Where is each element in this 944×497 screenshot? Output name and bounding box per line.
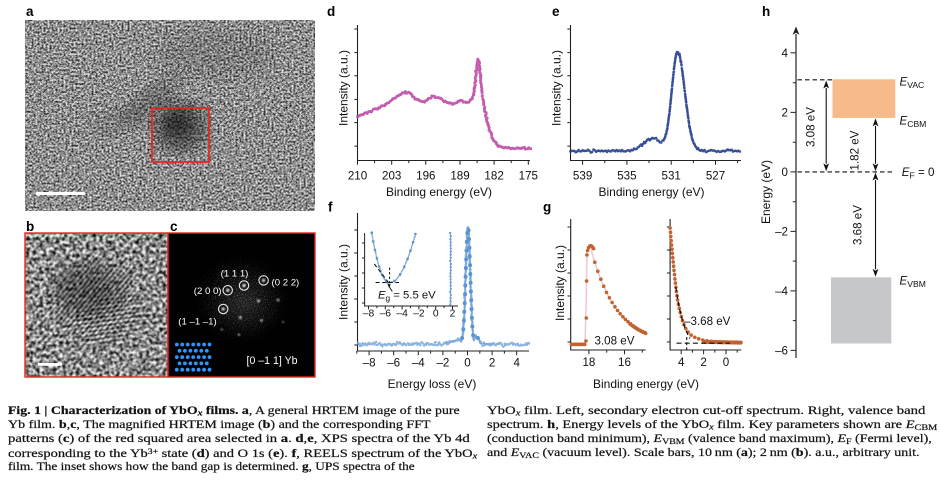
svg-text:4: 4 bbox=[513, 357, 520, 370]
svg-text:–2: –2 bbox=[775, 226, 788, 239]
svg-text:EVAC: EVAC bbox=[900, 76, 925, 91]
svg-text:3.08 eV: 3.08 eV bbox=[805, 107, 818, 147]
svg-text:527: 527 bbox=[706, 170, 725, 183]
svg-text:d: d bbox=[327, 4, 335, 19]
svg-text:b: b bbox=[26, 219, 34, 234]
svg-text:–8: –8 bbox=[363, 357, 376, 370]
svg-text:203: 203 bbox=[382, 170, 401, 183]
svg-text:–4: –4 bbox=[396, 309, 408, 320]
svg-text:g: g bbox=[543, 200, 551, 215]
svg-text:196: 196 bbox=[416, 170, 435, 183]
svg-text:210: 210 bbox=[348, 170, 367, 183]
svg-text:2: 2 bbox=[782, 107, 788, 120]
svg-text:Energy (eV): Energy (eV) bbox=[759, 160, 773, 224]
svg-text:–4: –4 bbox=[412, 357, 425, 370]
svg-text:e: e bbox=[552, 4, 560, 19]
svg-text:Binding energy (eV): Binding energy (eV) bbox=[598, 185, 704, 199]
svg-text:EF = 0: EF = 0 bbox=[902, 166, 935, 181]
svg-text:–6: –6 bbox=[380, 309, 392, 320]
svg-text:0: 0 bbox=[464, 357, 470, 370]
svg-text:–4: –4 bbox=[775, 285, 788, 298]
svg-text:Intensity (a.u.): Intensity (a.u.) bbox=[550, 50, 564, 126]
svg-text:2: 2 bbox=[489, 357, 495, 370]
svg-text:0: 0 bbox=[782, 166, 788, 179]
svg-text:a: a bbox=[26, 4, 34, 19]
svg-text:–6: –6 bbox=[775, 345, 788, 358]
svg-text:189: 189 bbox=[450, 170, 469, 183]
svg-text:539: 539 bbox=[573, 170, 592, 183]
svg-text:4: 4 bbox=[678, 356, 685, 369]
svg-text:Intensity (a.u.): Intensity (a.u.) bbox=[337, 50, 351, 126]
svg-text:175: 175 bbox=[519, 170, 538, 183]
svg-text:[0 –1 1] Yb: [0 –1 1] Yb bbox=[247, 355, 298, 367]
svg-text:0: 0 bbox=[433, 309, 439, 320]
svg-text:Intensity (a.u.): Intensity (a.u.) bbox=[337, 244, 351, 320]
svg-text:(1 1 1): (1 1 1) bbox=[221, 268, 249, 279]
svg-text:Energy loss (eV): Energy loss (eV) bbox=[388, 377, 477, 391]
svg-text:182: 182 bbox=[484, 170, 503, 183]
svg-text:h: h bbox=[762, 4, 770, 19]
svg-text:EVBM: EVBM bbox=[900, 275, 926, 290]
svg-text:Binding energy (eV): Binding energy (eV) bbox=[386, 185, 492, 199]
svg-text:535: 535 bbox=[617, 170, 636, 183]
svg-text:(1 –1 –1): (1 –1 –1) bbox=[178, 317, 216, 328]
svg-text:c: c bbox=[170, 219, 178, 234]
svg-text:(2 0 0): (2 0 0) bbox=[194, 286, 222, 297]
svg-text:3.68 eV: 3.68 eV bbox=[851, 205, 864, 245]
svg-text:2: 2 bbox=[700, 356, 706, 369]
svg-text:16: 16 bbox=[618, 356, 631, 369]
svg-text:Eg = 5.5 eV: Eg = 5.5 eV bbox=[378, 290, 436, 303]
svg-text:Binding energy (eV): Binding energy (eV) bbox=[593, 377, 699, 391]
svg-text:2: 2 bbox=[450, 309, 456, 320]
svg-text:f: f bbox=[328, 200, 333, 215]
svg-text:ECBM: ECBM bbox=[900, 115, 927, 130]
svg-text:–2: –2 bbox=[413, 309, 425, 320]
svg-text:–3.68 eV: –3.68 eV bbox=[684, 315, 731, 328]
svg-text:3.08 eV: 3.08 eV bbox=[595, 335, 635, 348]
svg-text:–8: –8 bbox=[363, 309, 375, 320]
svg-text:1.82 eV: 1.82 eV bbox=[849, 130, 862, 170]
svg-text:–6: –6 bbox=[387, 357, 400, 370]
svg-text:4: 4 bbox=[782, 47, 789, 60]
svg-text:18: 18 bbox=[582, 356, 595, 369]
svg-text:–2: –2 bbox=[436, 357, 449, 370]
svg-text:531: 531 bbox=[662, 170, 681, 183]
svg-text:(0 2 2): (0 2 2) bbox=[272, 277, 300, 288]
svg-text:Intensity (a.u.): Intensity (a.u.) bbox=[553, 245, 567, 321]
svg-text:0: 0 bbox=[723, 356, 729, 369]
